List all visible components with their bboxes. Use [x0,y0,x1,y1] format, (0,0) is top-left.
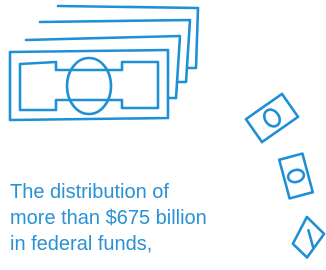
money-stack-icon [10,6,198,120]
caption-line: The distribution of [10,181,169,203]
caption-line: more than $675 billion [10,207,207,229]
falling-bill-icons [246,94,326,260]
infographic: The distribution of more than $675 billi… [0,0,326,270]
caption-line: in federal funds, [10,233,152,255]
